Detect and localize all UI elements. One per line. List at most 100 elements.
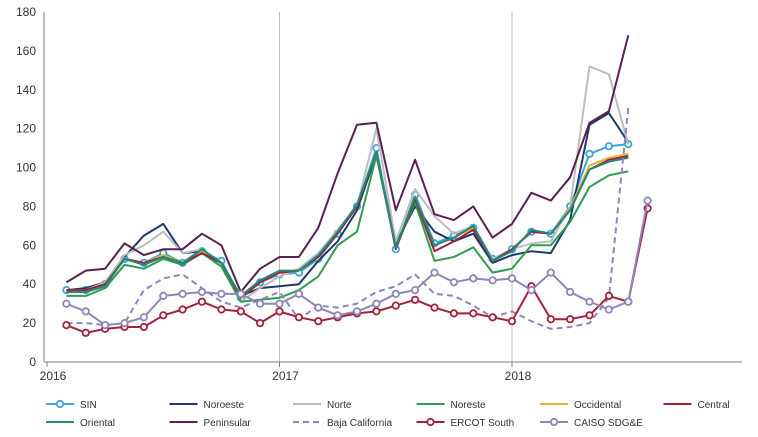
data-point (197, 297, 207, 306)
series-line (66, 107, 630, 330)
data-point (120, 318, 129, 328)
y-tick-label: 100 (16, 161, 36, 175)
data-point (449, 309, 458, 318)
data-point (585, 297, 594, 306)
data-point (197, 287, 207, 297)
x-axis-ticks: 2016 2017 2018 (40, 362, 532, 383)
data-point (81, 307, 90, 316)
data-point (352, 307, 362, 316)
data-point (255, 318, 265, 328)
data-point (159, 311, 168, 320)
data-point (314, 317, 323, 326)
data-point (139, 322, 148, 332)
data-point (604, 305, 614, 314)
data-point (178, 305, 187, 314)
chart-axes (43, 12, 742, 363)
data-point (469, 274, 478, 283)
y-tick-label: 180 (16, 5, 36, 19)
y-tick-label: 160 (16, 44, 36, 58)
data-point (236, 289, 245, 298)
data-point (62, 320, 71, 330)
data-point (314, 303, 323, 312)
data-point (410, 295, 420, 304)
data-point (372, 307, 381, 316)
legend-item: Central (663, 400, 730, 411)
legend-label: CAISO SDG&E (574, 418, 643, 429)
data-point (139, 313, 148, 322)
data-point (527, 285, 536, 295)
data-point (585, 311, 594, 320)
legend-item: Occidental (540, 400, 621, 411)
data-point (159, 291, 168, 300)
legend-label: Occidental (574, 400, 621, 411)
series-norte (66, 65, 630, 303)
y-tick-label: 140 (16, 83, 36, 97)
data-point (255, 299, 265, 308)
series-oriental (66, 151, 629, 297)
data-point (275, 299, 284, 308)
data-point (391, 301, 400, 310)
y-tick-label: 40 (23, 277, 37, 291)
series-peninsular (65, 35, 630, 293)
series-baja-california (66, 107, 630, 330)
data-point (217, 305, 226, 314)
legend-label: Noroeste (204, 400, 245, 411)
legend-label: Noreste (451, 400, 486, 411)
series-group (62, 35, 652, 337)
data-point (565, 315, 575, 324)
data-point (391, 289, 400, 298)
x-tick-label: 2017 (272, 369, 299, 383)
legend-item: Noroeste (169, 400, 245, 411)
series-line (66, 151, 629, 297)
data-point (294, 313, 303, 322)
series-ercot-south (62, 204, 652, 337)
data-point (275, 307, 284, 316)
data-point (333, 311, 342, 320)
data-point (488, 276, 497, 285)
data-point (62, 299, 71, 308)
data-point (410, 285, 420, 295)
data-point (449, 278, 458, 287)
data-point (430, 268, 439, 277)
data-point (178, 289, 187, 298)
legend-item: Noreste (416, 400, 486, 411)
legend-item: Oriental (46, 418, 115, 429)
y-tick-label: 80 (23, 199, 37, 213)
x-tick-label: 2016 (40, 369, 67, 383)
legend-label: Peninsular (204, 418, 252, 429)
data-point (81, 328, 90, 337)
series-caiso-sdg-e (62, 196, 652, 330)
data-point (294, 289, 303, 298)
data-point (585, 149, 594, 158)
legend-label: Baja California (327, 418, 392, 429)
series-line (66, 154, 629, 303)
y-tick-label: 0 (29, 355, 36, 369)
data-point (236, 307, 245, 316)
legend-marker (426, 417, 435, 427)
legend-item: Peninsular (169, 418, 252, 429)
legend-item: ERCOT South (416, 417, 515, 429)
legend-marker (55, 399, 65, 409)
series-line (66, 65, 630, 303)
y-tick-label: 120 (16, 122, 36, 136)
data-point (469, 309, 478, 318)
legend-marker (549, 417, 559, 427)
legend-label: Oriental (80, 418, 115, 429)
legend-label: ERCOT South (451, 418, 515, 429)
legend-label: SIN (80, 400, 97, 411)
data-point (546, 315, 555, 324)
legend-item: Norte (293, 400, 352, 411)
legend: SIN Noroeste Norte Noreste Occidental Central… (46, 399, 730, 429)
data-point (488, 313, 497, 322)
legend-item: Baja California (293, 418, 392, 429)
data-point (507, 317, 517, 326)
data-point (604, 291, 614, 300)
y-tick-label: 20 (23, 316, 37, 330)
data-point (546, 268, 555, 277)
data-point (565, 287, 575, 297)
series-noreste (66, 154, 629, 303)
data-point (217, 289, 226, 298)
data-point (372, 299, 381, 308)
data-point (624, 297, 633, 306)
